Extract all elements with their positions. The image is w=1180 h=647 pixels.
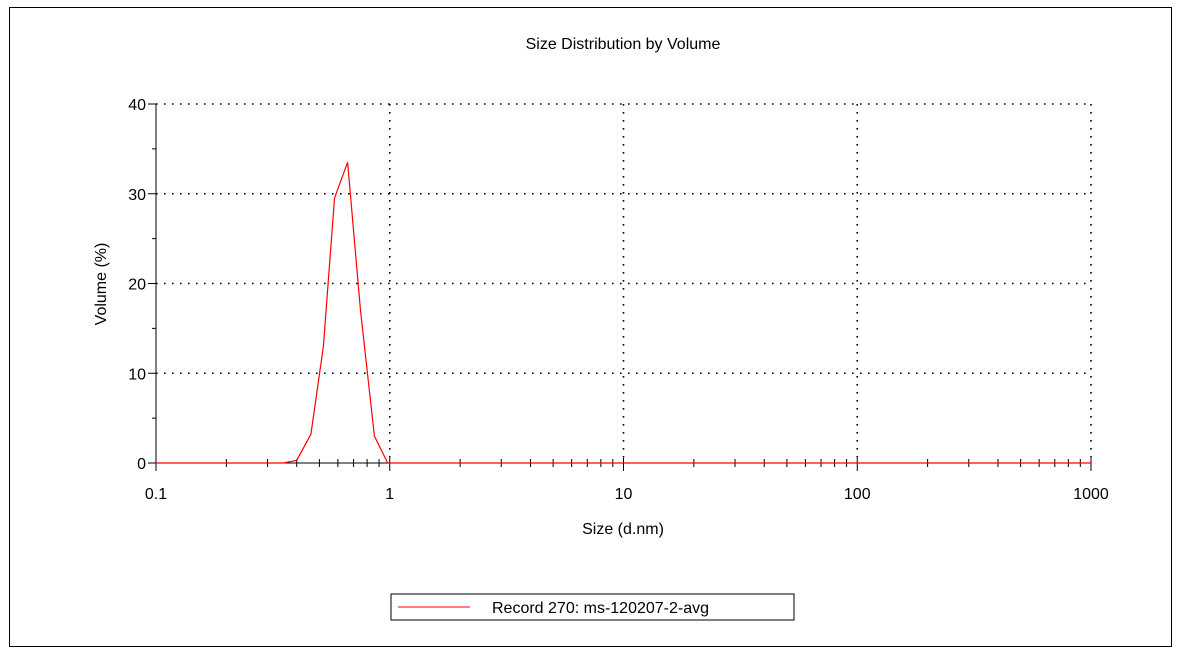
y-tick-label: 10: [128, 366, 146, 383]
y-tick-label: 40: [128, 97, 146, 114]
x-tick-label: 1000: [1073, 486, 1109, 503]
x-tick-label: 100: [844, 486, 871, 503]
y-tick-labels: 0 10 20 30 40: [128, 97, 146, 473]
x-tick-label: 1: [385, 486, 394, 503]
y-axis-label: Volume (%): [93, 243, 110, 326]
x-tick-label: 10: [615, 486, 633, 503]
grid-lines: [156, 103, 1092, 463]
x-tick-labels: 0.1 1 10 100 1000: [145, 486, 1109, 503]
size-distribution-chart: Size Distribution by Volume 0 10 20 30 40 0.…: [93, 36, 1109, 621]
legend: Record 270: ms-120207-2-avg: [390, 593, 795, 621]
chart-title: Size Distribution by Volume: [526, 36, 721, 53]
y-tick-label: 20: [128, 277, 146, 294]
x-axis-label: Size (d.nm): [582, 521, 664, 538]
legend-label: Record 270: ms-120207-2-avg: [492, 600, 709, 617]
y-tick-label: 30: [128, 187, 146, 204]
series-line: [156, 162, 1091, 464]
chart-frame: [9, 7, 1172, 647]
series-layer: [156, 162, 1091, 464]
y-tick-label: 0: [137, 456, 146, 473]
x-tick-label: 0.1: [145, 486, 167, 503]
tick-marks: [148, 103, 1092, 471]
